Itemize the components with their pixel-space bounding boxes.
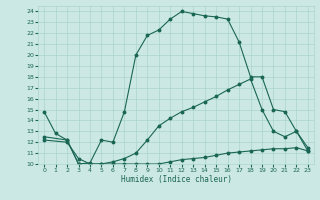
X-axis label: Humidex (Indice chaleur): Humidex (Indice chaleur) [121, 175, 231, 184]
